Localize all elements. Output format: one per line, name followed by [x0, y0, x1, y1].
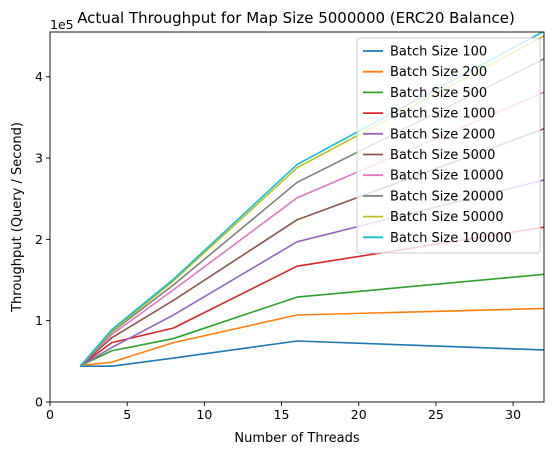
series-line-2 [79, 273, 544, 367]
x-tick-label: 0 [46, 407, 54, 422]
x-axis-label: Number of Threads [234, 431, 359, 446]
x-tick-label: 15 [274, 407, 290, 422]
legend-label: Batch Size 2000 [390, 127, 495, 142]
legend-label: Batch Size 10000 [390, 169, 504, 184]
x-tick-label: 25 [428, 407, 444, 422]
x-tick-label: 20 [351, 407, 367, 422]
legend-label: Batch Size 100000 [390, 231, 512, 246]
y-offset-label: 1e5 [50, 17, 74, 32]
y-tick-label: 3 [35, 151, 43, 166]
y-tick-label: 2 [35, 232, 43, 247]
legend-label: Batch Size 500 [390, 86, 487, 101]
y-axis: 0 1 2 3 4 [35, 69, 50, 410]
legend-label: Batch Size 20000 [390, 189, 504, 204]
x-tick-label: 10 [196, 407, 212, 422]
legend-label: Batch Size 50000 [390, 210, 504, 225]
plot-frame [49, 31, 545, 403]
legend-box [356, 37, 541, 254]
legend-label: Batch Size 1000 [390, 107, 495, 122]
series-line-0 [80, 340, 544, 368]
y-tick-label: 0 [35, 395, 43, 410]
chart-title: Actual Throughput for Map Size 5000000 (… [77, 9, 515, 27]
legend-label: Batch Size 100 [390, 45, 487, 60]
x-tick-label: 30 [505, 407, 521, 422]
legend-label: Batch Size 5000 [390, 148, 495, 163]
y-tick-label: 1 [35, 313, 43, 328]
series-line-1 [80, 307, 544, 367]
legend: Batch Size 100 Batch Size 200 Batch Size 5… [356, 37, 541, 254]
legend-label: Batch Size 200 [390, 65, 487, 80]
x-tick-label: 5 [123, 407, 131, 422]
y-axis-label: Throughput (Query / Second) [10, 122, 25, 313]
x-axis: 0 5 10 15 20 25 30 [46, 402, 521, 422]
y-tick-label: 4 [35, 69, 43, 84]
